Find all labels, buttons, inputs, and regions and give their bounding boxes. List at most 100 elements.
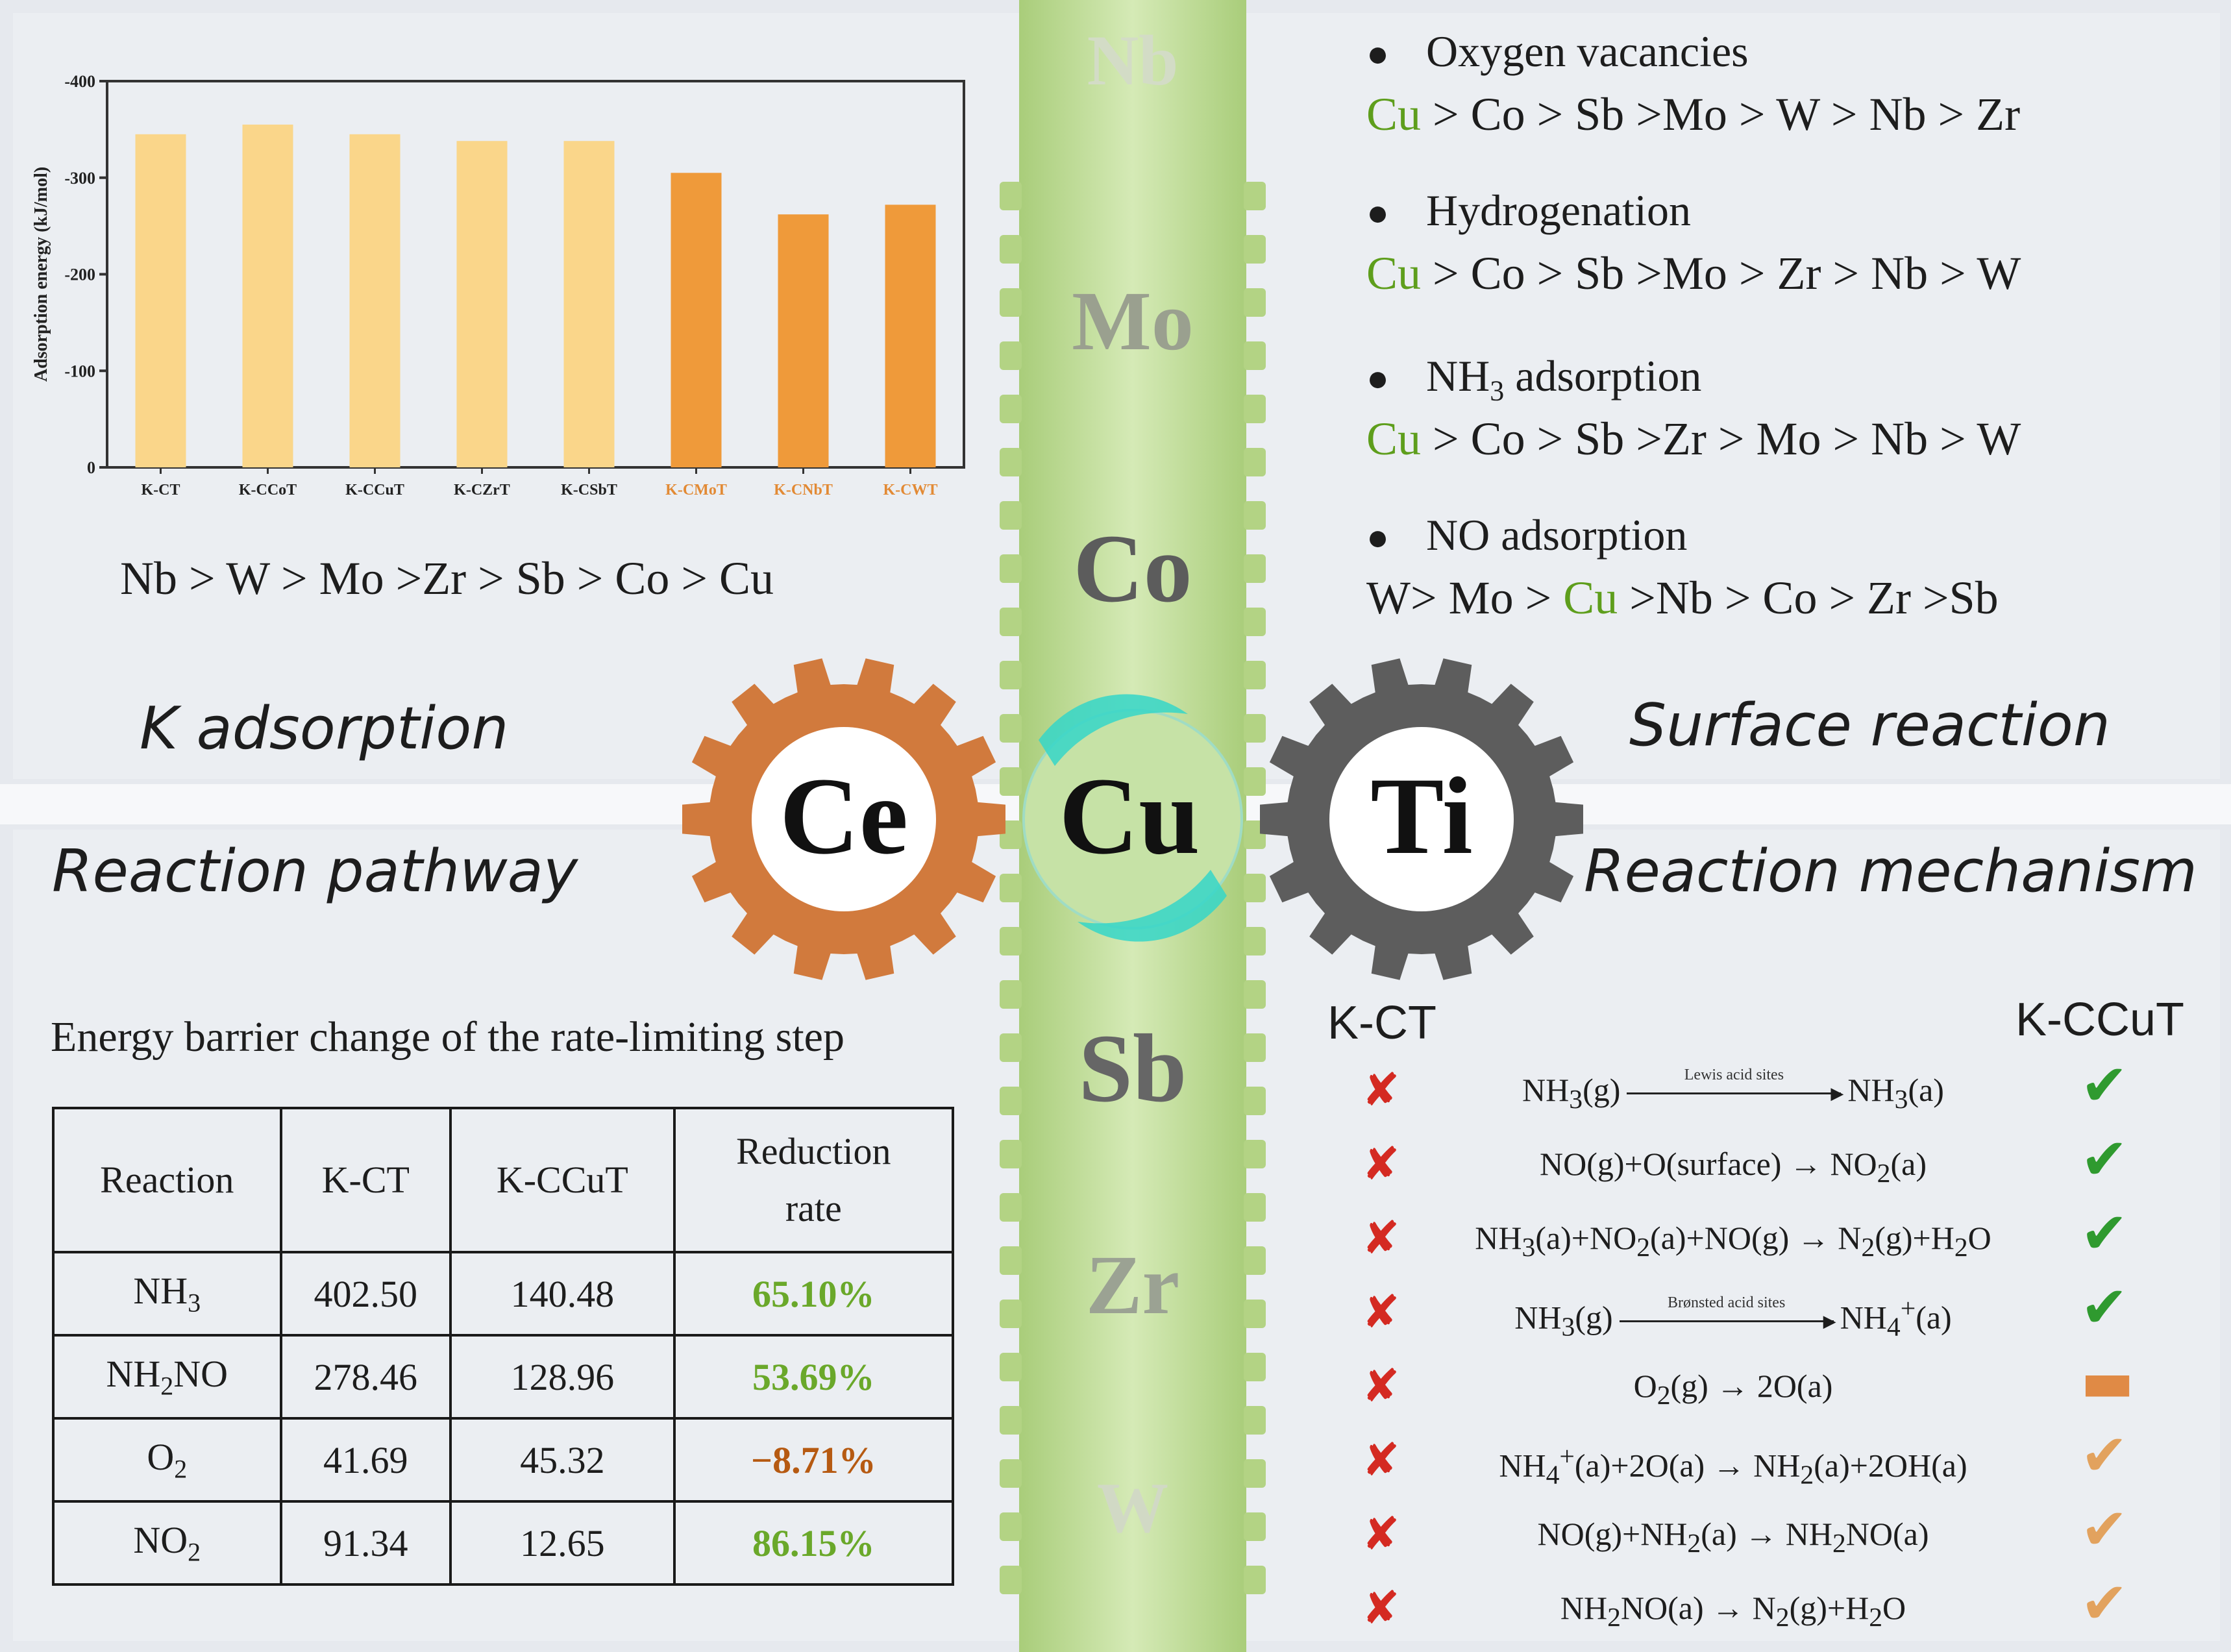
x-tick-label: K-CSbT (561, 482, 617, 499)
column-tooth (1000, 1087, 1022, 1115)
column-tooth (1000, 1406, 1022, 1435)
no-adsorption-order: W> Mo > Cu >Nb > Co > Zr >Sb (1366, 571, 1999, 625)
column-tooth (1244, 448, 1266, 476)
kct-cross-icon: ✘ (1362, 1211, 1400, 1264)
bullet-icon: ● (1366, 191, 1390, 234)
kccut-dash-icon: ▬ (2080, 1348, 2135, 1414)
column-element-w: W (1097, 1468, 1168, 1547)
header-reaction: Reaction (52, 1107, 282, 1253)
oxygen-vacancies-heading: ● Oxygen vacancies (1366, 26, 1749, 77)
column-tooth (1244, 767, 1266, 796)
reaction-pathway-subtitle: Energy barrier change of the rate-limiti… (51, 1013, 844, 1061)
hydrogenation-order: Cu > Co > Sb >Mo > Zr > Nb > W (1366, 247, 2021, 301)
header-kccut: K-CCuT (449, 1107, 676, 1253)
column-tooth (1244, 341, 1266, 370)
column-tooth (1000, 661, 1022, 689)
column-tooth (1244, 1193, 1266, 1222)
column-element-zr: Zr (1085, 1239, 1180, 1332)
x-tick-label: K-CZrT (454, 482, 510, 499)
order-rest: > Co > Sb >Zr > Mo > Nb > W (1421, 413, 2021, 465)
column-tooth (1244, 1406, 1266, 1435)
x-tick-label: K-CNbT (774, 482, 833, 499)
kct-cross-icon: ✘ (1362, 1063, 1400, 1116)
reaction-step: O2(g) → 2O(a) (1633, 1368, 1833, 1411)
kccut-check-icon: ✔ (2080, 1496, 2128, 1562)
ce-gear-label: Ce (779, 755, 909, 877)
row-rate: 86.15% (672, 1500, 955, 1586)
energy-barrier-table: Reaction K-CT K-CCuT Reduction rate NH3 4… (52, 1107, 955, 1586)
ce-gear-hub (752, 727, 936, 911)
kct-cross-icon: ✘ (1362, 1137, 1400, 1190)
reaction-step: NH2NO(a) → N2(g)+H2O (1560, 1590, 1906, 1633)
order-rest: > Co > Sb >Mo > Zr > Nb > W (1421, 247, 2021, 299)
table-header-row: Reaction K-CT K-CCuT Reduction rate (52, 1107, 955, 1253)
row-kccut: 45.32 (449, 1417, 676, 1503)
row-kct: 41.69 (279, 1417, 452, 1503)
column-tooth (1244, 288, 1266, 317)
kct-cross-icon: ✘ (1362, 1581, 1400, 1634)
column-tooth (1244, 1353, 1266, 1381)
column-tooth (1000, 1512, 1022, 1541)
column-tooth (1244, 1140, 1266, 1168)
kccut-check-icon: ✔ (2080, 1200, 2128, 1266)
reaction-step: NH3(g) Lewis acid sites ▶ NH3(a) (1522, 1066, 1944, 1115)
oxygen-vacancies-label: Oxygen vacancies (1426, 27, 1749, 76)
bullet-icon: ● (1366, 32, 1390, 75)
hydrogenation-label: Hydrogenation (1426, 186, 1691, 235)
gear-cluster (682, 658, 1583, 980)
column-tooth (1000, 448, 1022, 476)
plot-frame (106, 80, 965, 469)
bar-k-ccut (349, 134, 401, 467)
column-tooth (1244, 1300, 1266, 1328)
y-axis-label: Adsorption energy (kJ/mol) (31, 167, 51, 382)
column-tooth (1244, 395, 1266, 423)
order-first-cu: Cu (1366, 88, 1422, 140)
order-first-cu: Cu (1366, 247, 1422, 299)
order-rest: >Nb > Co > Zr >Sb (1618, 572, 1999, 624)
column-tooth (1000, 1193, 1022, 1222)
bullet-icon: ● (1366, 516, 1390, 558)
table-row: NH3 402.50 140.48 65.10% (52, 1251, 955, 1337)
column-tooth (1244, 1246, 1266, 1275)
k-adsorption-title: K adsorption (140, 695, 509, 763)
swirl-icon (1039, 694, 1188, 766)
column-tooth (1244, 235, 1266, 264)
header-reduction-rate: Reduction rate (672, 1107, 955, 1253)
reaction-step: NH3(a)+NO2(a)+NO(g) → N2(g)+H2O (1475, 1220, 1991, 1263)
column-tooth (1244, 927, 1266, 955)
order-rest: > Co > Sb >Mo > W > Nb > Zr (1421, 88, 2021, 140)
column-tooth (1000, 395, 1022, 423)
column-tooth (1000, 1300, 1022, 1328)
order-first-cu: Cu (1366, 413, 1422, 465)
row-reaction: NH3 (52, 1251, 282, 1337)
column-tooth (1000, 1140, 1022, 1168)
top-right-panel (1207, 13, 2220, 779)
x-tick-label: K-CCoT (239, 482, 297, 499)
y-tick-label: 0 (87, 458, 95, 477)
reaction-step: NO(g)+NH2(a) → NH2NO(a) (1537, 1516, 1929, 1559)
column-tooth (1000, 714, 1022, 743)
column-element-mo: Mo (1072, 275, 1194, 368)
header-kct: K-CT (279, 1107, 452, 1253)
column-tooth (1244, 980, 1266, 1009)
column-tooth (1000, 501, 1022, 530)
column-element-sb: Sb (1078, 1015, 1187, 1122)
column-tooth (1244, 1033, 1266, 1062)
column-tooth (1244, 874, 1266, 902)
column-tooth (1000, 182, 1022, 210)
k-adsorption-order: Nb > W > Mo >Zr > Sb > Co > Cu (120, 552, 774, 604)
kccut-check-icon: ✔ (2080, 1570, 2128, 1636)
row-kccut: 140.48 (449, 1251, 676, 1337)
column-tooth (1244, 554, 1266, 583)
column-tooth (1244, 501, 1266, 530)
bar-k-czrt (456, 141, 508, 467)
column-tooth (1000, 288, 1022, 317)
column-tooth (1244, 1087, 1266, 1115)
column-tooth (1000, 1566, 1022, 1594)
row-reaction: NH2NO (52, 1334, 282, 1420)
column-tooth (1000, 980, 1022, 1009)
reaction-step: NO(g)+O(surface) → NO2(a) (1539, 1146, 1927, 1189)
kct-column-label: K-CT (1327, 997, 1436, 1049)
row-kct: 91.34 (279, 1500, 452, 1586)
kccut-check-icon: ✔ (2080, 1274, 2128, 1340)
